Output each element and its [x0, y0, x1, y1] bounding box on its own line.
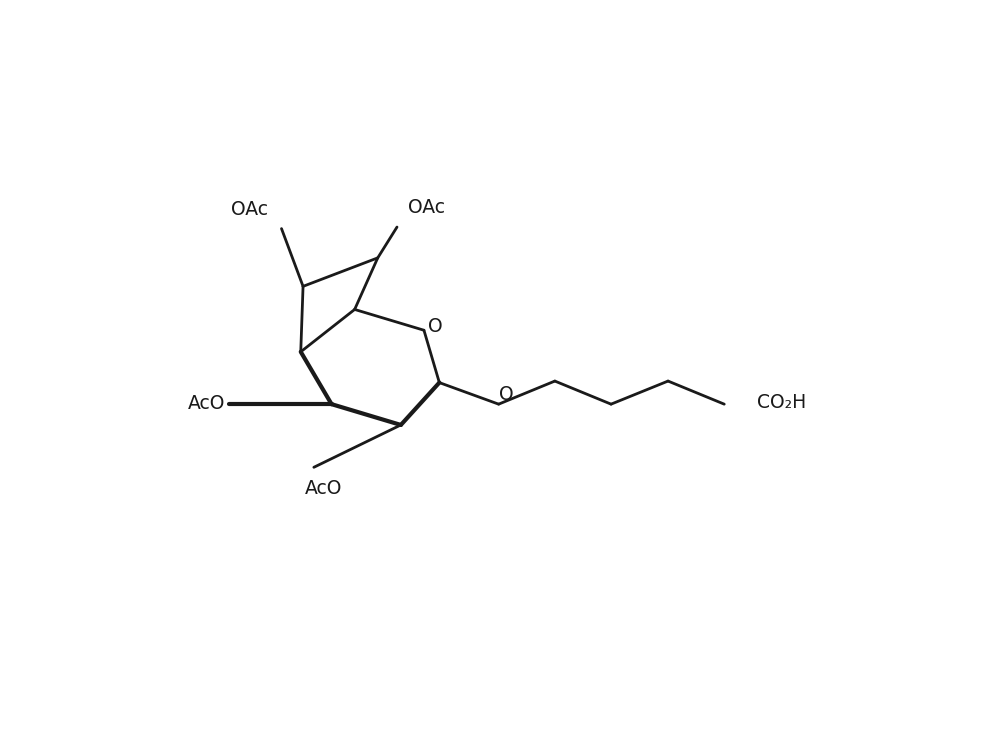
- Text: AcO: AcO: [304, 479, 342, 498]
- Text: CO₂H: CO₂H: [757, 393, 806, 412]
- Text: O: O: [428, 317, 443, 336]
- Text: OAc: OAc: [231, 200, 268, 219]
- Text: O: O: [499, 386, 514, 404]
- Text: AcO: AcO: [188, 394, 225, 413]
- Text: OAc: OAc: [408, 198, 445, 217]
